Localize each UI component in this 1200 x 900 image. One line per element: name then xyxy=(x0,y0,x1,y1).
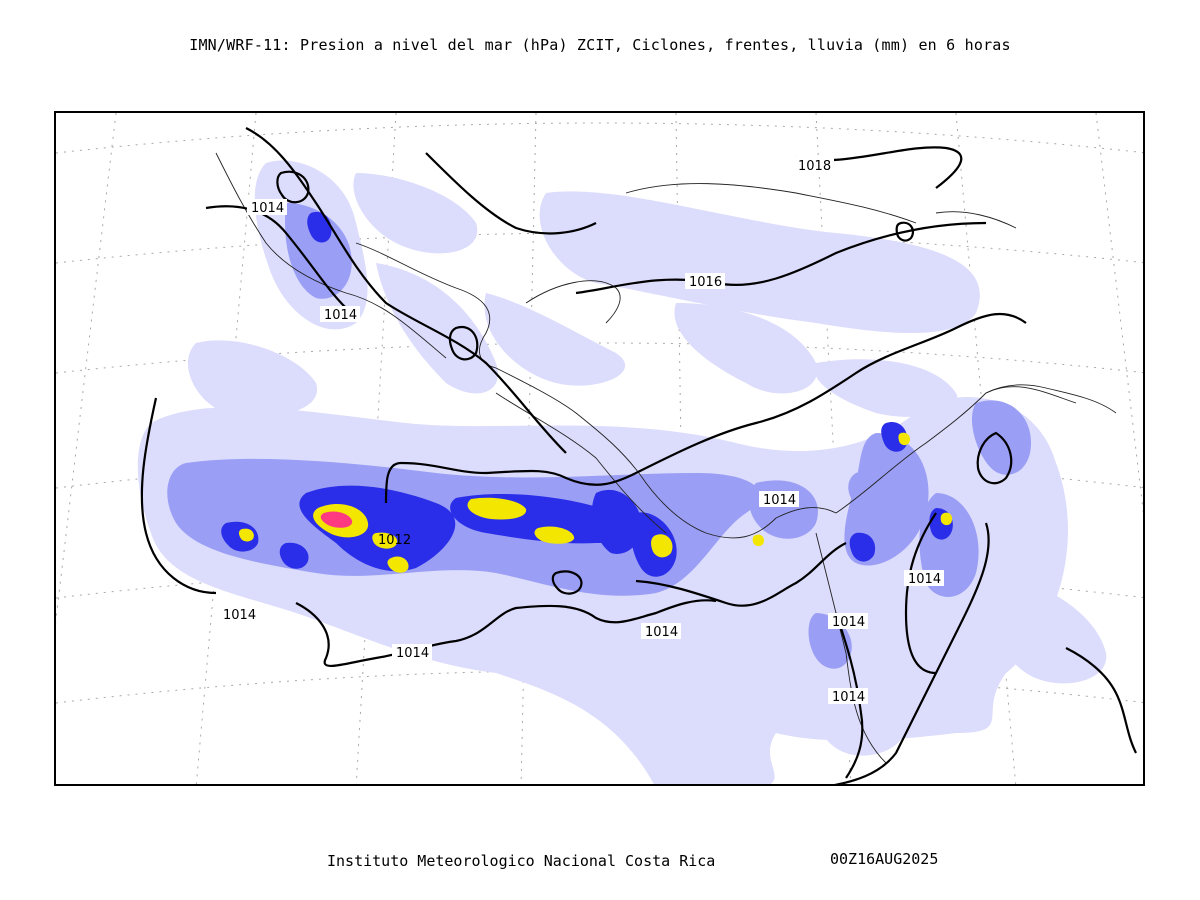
isobar-label: 1012 xyxy=(378,533,411,548)
lat-line xyxy=(56,232,1143,264)
isobar-label: 1014 xyxy=(324,308,357,323)
isobar-1014-venezuela xyxy=(976,431,1013,485)
map-title: IMN/WRF-11: Presion a nivel del mar (hPa… xyxy=(189,36,1011,54)
rain-field xyxy=(137,160,1107,784)
isobar-1014-south-b xyxy=(635,542,847,607)
isobar-1014-east xyxy=(834,522,990,784)
map-panel: 1018 1014 1016 1014 1014 1012 1014 1014 … xyxy=(54,111,1145,786)
isobar-1014-top xyxy=(425,152,597,235)
isobar-1014-far-east xyxy=(1065,647,1137,754)
isobar-1014-east-b xyxy=(834,612,864,779)
isobar-label: 1014 xyxy=(908,572,941,587)
rain-extreme-areas xyxy=(320,511,353,528)
isobar-1014-south xyxy=(295,599,717,667)
isobar-1014-loop-d xyxy=(551,570,583,595)
south-america-pacific-coast xyxy=(815,532,887,764)
lon-line xyxy=(195,113,257,784)
cuba-coast xyxy=(625,183,917,224)
isobar-label: 1014 xyxy=(832,615,865,630)
lon-line xyxy=(56,113,117,624)
central-america-coast xyxy=(495,367,837,539)
lat-line xyxy=(56,670,1143,704)
isobar-labels: 1018 1014 1016 1014 1014 1012 1014 1014 … xyxy=(219,157,944,705)
weather-map: 1018 1014 1016 1014 1014 1012 1014 1014 … xyxy=(56,113,1143,784)
isobar-1014-southwest xyxy=(140,397,217,595)
forecast-timestamp: 00Z16AUG2025 xyxy=(830,850,939,868)
isobar-1018 xyxy=(795,146,963,189)
lat-line xyxy=(56,122,1143,154)
isobar-label: 1014 xyxy=(396,646,429,661)
isobar-label: 1014 xyxy=(763,493,796,508)
isobar-1014-east-loop xyxy=(904,512,937,675)
isobar-1014-loop-b xyxy=(448,325,479,361)
institution-label: Instituto Meteorologico Nacional Costa R… xyxy=(327,852,716,870)
isobar-label: 1014 xyxy=(645,625,678,640)
isobar-1016 xyxy=(575,221,987,295)
isobars xyxy=(140,127,1137,784)
colombia-coast xyxy=(835,386,1077,514)
isobar-label: 1014 xyxy=(223,608,256,623)
isobar-label: 1014 xyxy=(251,201,284,216)
lon-line xyxy=(955,113,1017,784)
isobar-1014-loop-c xyxy=(895,221,915,242)
isobar-1014-loop-a xyxy=(276,170,310,204)
coastlines xyxy=(215,152,1117,764)
western-mexico-coast xyxy=(215,152,447,359)
isobar-1014-northwest xyxy=(205,205,347,309)
venezuela-coast xyxy=(985,384,1117,414)
isobar-1014-north xyxy=(245,127,567,454)
isobar-1014-central xyxy=(384,312,1027,504)
isobar-label: 1016 xyxy=(689,275,722,290)
gulf-of-mexico-coast xyxy=(355,242,497,369)
isobar-label: 1014 xyxy=(832,690,865,705)
hispaniola-coast xyxy=(935,211,1017,229)
lon-line xyxy=(1095,113,1143,514)
isobar-label: 1018 xyxy=(798,159,831,174)
central-america-pacific-coast xyxy=(495,392,667,534)
